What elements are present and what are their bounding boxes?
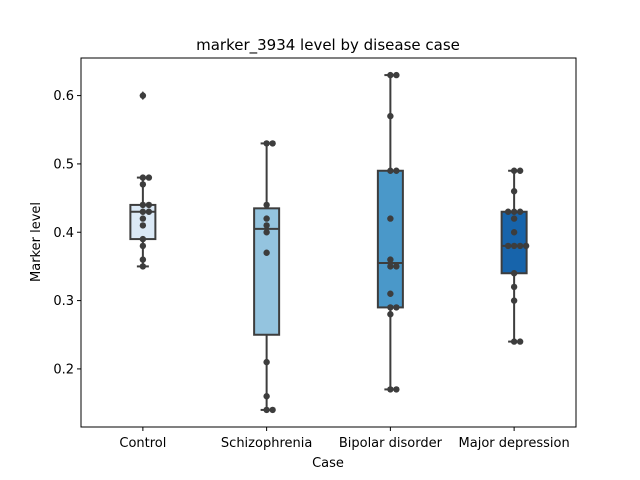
- data-point: [269, 406, 276, 414]
- y-tick-label: 0.3: [53, 294, 74, 309]
- data-point: [516, 167, 524, 174]
- data-point: [139, 222, 147, 229]
- data-point: [522, 242, 530, 250]
- data-point: [269, 140, 276, 147]
- data-point: [139, 208, 147, 215]
- data-point: [139, 92, 147, 99]
- plot-frame: [80, 57, 577, 428]
- data-point: [139, 181, 147, 188]
- data-point: [387, 112, 394, 120]
- data-point: [504, 208, 512, 215]
- data-point: [387, 290, 394, 297]
- data-point: [263, 222, 270, 229]
- data-point: [510, 270, 518, 277]
- y-tick-label: 0.5: [53, 157, 74, 172]
- data-point: [387, 256, 394, 263]
- y-tick-label: 0.4: [53, 226, 74, 241]
- data-point: [139, 256, 147, 263]
- data-point: [387, 311, 394, 318]
- data-point: [510, 167, 518, 174]
- y-tick-label: 0.2: [53, 362, 74, 377]
- x-axis-label: Case: [312, 456, 344, 471]
- data-point: [393, 263, 400, 270]
- y-axis-label: Marker level: [29, 202, 44, 282]
- data-point: [145, 201, 153, 209]
- data-point: [387, 167, 394, 174]
- data-point: [510, 208, 518, 215]
- data-point: [516, 242, 524, 250]
- data-point: [139, 215, 147, 222]
- x-tick-label: Control: [119, 436, 166, 451]
- data-point: [387, 215, 394, 222]
- data-point: [510, 229, 518, 236]
- data-point: [263, 358, 270, 366]
- data-point: [516, 338, 524, 345]
- data-point: [393, 304, 400, 311]
- x-tick-label: Bipolar disorder: [339, 436, 443, 451]
- data-point: [510, 215, 518, 222]
- y-tick-label: 0.6: [53, 89, 74, 104]
- data-point: [510, 242, 518, 250]
- data-point: [139, 201, 147, 209]
- data-point: [145, 208, 153, 215]
- data-point: [510, 283, 518, 291]
- data-point: [393, 386, 400, 393]
- data-point: [393, 71, 400, 79]
- data-point: [387, 386, 394, 393]
- data-point: [145, 174, 153, 181]
- data-point: [510, 188, 518, 195]
- box: [376, 169, 404, 309]
- data-point: [139, 263, 147, 270]
- x-tick-label: Major depression: [459, 436, 570, 451]
- data-point: [263, 393, 270, 400]
- plot-area: 0.2 0.3 0.4 0.5 0.6 Control Schizophrenia Bipol…: [53, 71, 570, 451]
- data-point: [510, 338, 518, 345]
- data-point: [263, 249, 270, 256]
- data-point: [263, 201, 270, 209]
- data-point: [393, 167, 400, 174]
- data-point: [263, 215, 270, 222]
- data-point: [263, 140, 270, 147]
- data-point: [387, 263, 394, 270]
- data-point: [139, 174, 147, 181]
- data-point: [510, 297, 518, 304]
- data-point: [504, 242, 512, 250]
- data-point: [263, 406, 270, 414]
- data-point: [387, 304, 394, 311]
- data-point: [139, 235, 147, 243]
- data-point: [387, 71, 394, 79]
- data-point: [516, 208, 524, 215]
- data-point: [263, 229, 270, 236]
- chart-title: marker_3934 level by disease case: [196, 36, 460, 55]
- data-point: [139, 242, 147, 250]
- x-tick-label: Schizophrenia: [221, 436, 312, 451]
